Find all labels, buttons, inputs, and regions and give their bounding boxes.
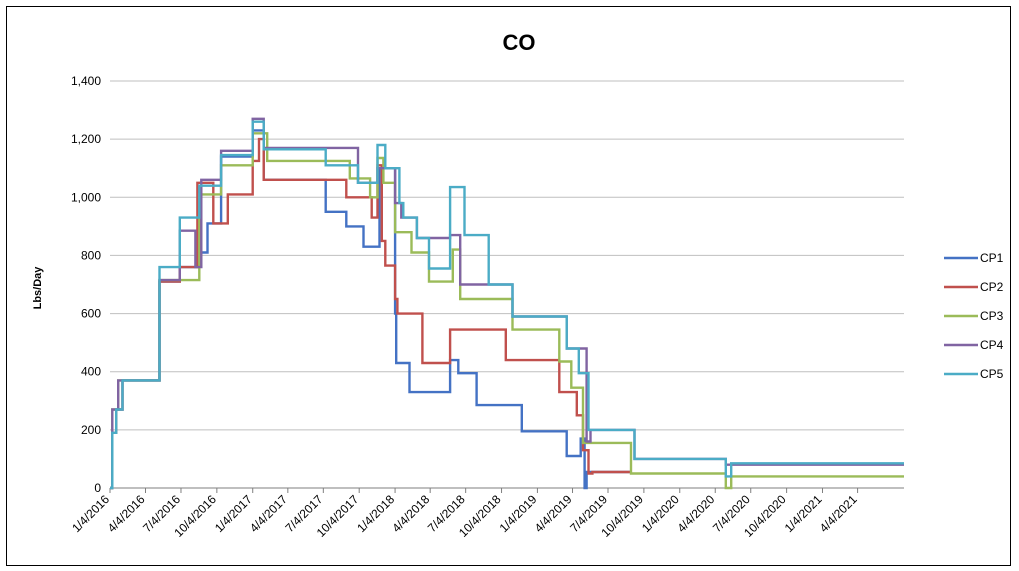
y-tick-label: 1,200 bbox=[71, 132, 101, 146]
series-lines bbox=[110, 117, 904, 490]
x-tick-label: 4/4/2016 bbox=[105, 492, 148, 535]
x-axis-ticks: 1/4/20164/4/20167/4/201610/4/20161/4/201… bbox=[69, 488, 860, 540]
x-tick-label: 1/4/2019 bbox=[497, 492, 540, 535]
x-tick-label: 1/4/2021 bbox=[782, 492, 825, 535]
x-tick-label: 1/4/2018 bbox=[354, 492, 397, 535]
x-tick-label: 4/4/2018 bbox=[389, 492, 432, 535]
x-tick-label: 4/4/2019 bbox=[532, 492, 575, 535]
y-tick-label: 800 bbox=[81, 248, 101, 262]
series-line-cp3 bbox=[110, 132, 904, 490]
series-line-cp4 bbox=[110, 117, 904, 490]
chart-title: CO bbox=[503, 30, 536, 55]
legend-label-cp1: CP1 bbox=[980, 251, 1004, 265]
y-tick-label: 1,000 bbox=[71, 190, 101, 204]
y-tick-label: 200 bbox=[81, 423, 101, 437]
x-tick-label: 4/4/2021 bbox=[817, 492, 860, 535]
y-axis-ticks: 0 200 400 600 800 1,000 1,200 1,400 bbox=[71, 74, 101, 495]
x-tick-label: 1/4/2017 bbox=[212, 492, 255, 535]
x-tick-label: 4/4/2020 bbox=[674, 492, 717, 535]
x-tick-label: 1/4/2016 bbox=[69, 492, 112, 535]
series-line-cp5 bbox=[110, 120, 904, 490]
y-tick-label: 1,400 bbox=[71, 74, 101, 88]
legend-label-cp3: CP3 bbox=[980, 309, 1004, 323]
legend-label-cp5: CP5 bbox=[980, 367, 1004, 381]
x-tick-label: 4/4/2017 bbox=[247, 492, 290, 535]
y-axis-label: Lbs/Day bbox=[32, 266, 44, 310]
legend-label-cp4: CP4 bbox=[980, 338, 1004, 352]
series-line-cp2 bbox=[110, 137, 631, 490]
chart-frame bbox=[6, 6, 1011, 566]
x-tick-label: 1/4/2020 bbox=[639, 492, 682, 535]
y-tick-label: 600 bbox=[81, 307, 101, 321]
gridlines bbox=[110, 80, 904, 489]
y-tick-label: 0 bbox=[94, 481, 101, 495]
legend-label-cp2: CP2 bbox=[980, 280, 1004, 294]
y-tick-label: 400 bbox=[81, 365, 101, 379]
legend: CP1 CP2 CP3 CP4 CP5 bbox=[944, 251, 1004, 381]
